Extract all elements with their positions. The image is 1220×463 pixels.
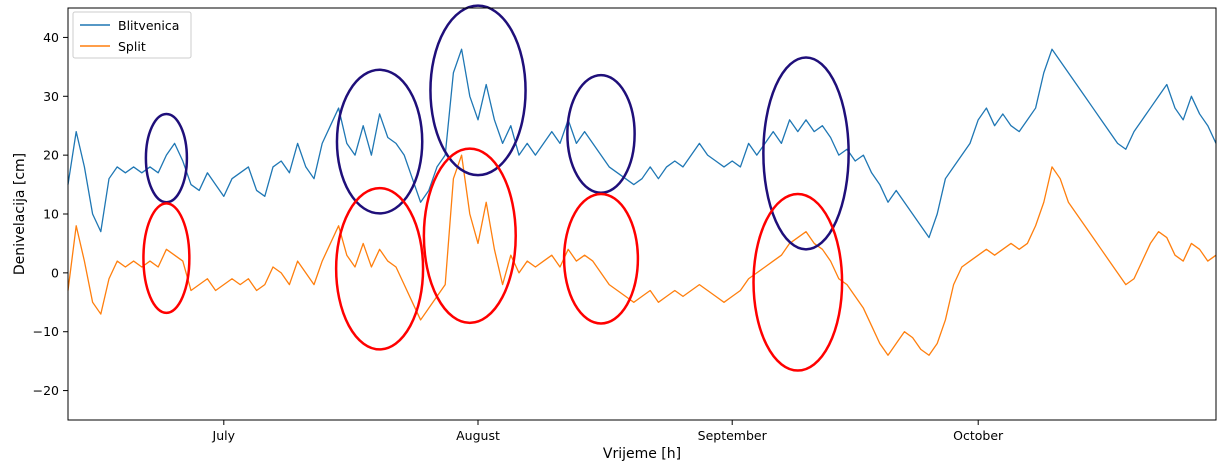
annotation-ellipse-red-5 bbox=[422, 147, 517, 325]
annotation-layer bbox=[142, 4, 850, 372]
legend-label-split: Split bbox=[118, 39, 146, 54]
y-tick-label: 20 bbox=[43, 148, 59, 163]
y-tick-label: 40 bbox=[43, 30, 59, 45]
y-tick-label: 30 bbox=[43, 89, 59, 104]
annotation-ellipse-blue-8 bbox=[762, 56, 850, 251]
series-layer bbox=[67, 48, 1217, 356]
plot-area bbox=[68, 8, 1216, 420]
y-tick-label: 10 bbox=[43, 207, 59, 222]
legend-label-blitvenica: Blitvenica bbox=[118, 18, 179, 33]
x-axis-label: Vrijeme [h] bbox=[603, 446, 681, 462]
y-axis: −20 −10 0 10 20 30 40 bbox=[33, 30, 68, 398]
series-line-blitvenica bbox=[67, 48, 1217, 239]
x-tick-label: August bbox=[456, 428, 500, 443]
y-tick-label: 0 bbox=[51, 265, 59, 280]
x-tick-label: October bbox=[953, 428, 1004, 443]
x-axis: July August September October bbox=[212, 420, 1004, 443]
annotation-ellipse-red-9 bbox=[752, 192, 844, 372]
annotation-ellipse-red-1 bbox=[142, 202, 191, 315]
annotation-ellipse-red-3 bbox=[334, 186, 425, 351]
series-line-split bbox=[67, 154, 1217, 356]
y-tick-label: −20 bbox=[33, 383, 59, 398]
annotation-ellipse-blue-2 bbox=[335, 68, 424, 215]
x-tick-label: July bbox=[212, 428, 236, 443]
annotation-ellipse-blue-4 bbox=[429, 4, 527, 177]
x-tick-label: September bbox=[698, 428, 768, 443]
y-axis-label: Denivelacija [cm] bbox=[12, 153, 28, 275]
y-tick-label: −10 bbox=[33, 324, 59, 339]
legend: Blitvenica Split bbox=[72, 11, 192, 59]
annotation-ellipse-red-7 bbox=[562, 192, 640, 325]
